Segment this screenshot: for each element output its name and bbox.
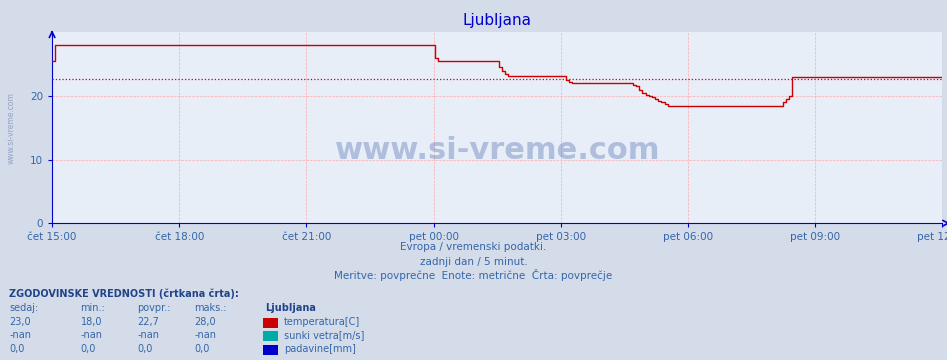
- Text: povpr.:: povpr.:: [137, 303, 170, 314]
- Text: -nan: -nan: [80, 330, 102, 341]
- Text: 0,0: 0,0: [194, 344, 209, 354]
- Text: Ljubljana: Ljubljana: [265, 303, 316, 314]
- Text: 0,0: 0,0: [80, 344, 96, 354]
- Text: ZGODOVINSKE VREDNOSTI (črtkana črta):: ZGODOVINSKE VREDNOSTI (črtkana črta):: [9, 288, 240, 299]
- Text: 28,0: 28,0: [194, 317, 216, 327]
- Text: zadnji dan / 5 minut.: zadnji dan / 5 minut.: [420, 257, 527, 267]
- Text: 22,7: 22,7: [137, 317, 159, 327]
- Text: min.:: min.:: [80, 303, 105, 314]
- Text: Evropa / vremenski podatki.: Evropa / vremenski podatki.: [401, 242, 546, 252]
- Text: 18,0: 18,0: [80, 317, 102, 327]
- Text: maks.:: maks.:: [194, 303, 226, 314]
- Text: -nan: -nan: [137, 330, 159, 341]
- Text: 0,0: 0,0: [9, 344, 25, 354]
- Text: 0,0: 0,0: [137, 344, 152, 354]
- Text: padavine[mm]: padavine[mm]: [284, 344, 356, 354]
- Text: sedaj:: sedaj:: [9, 303, 39, 314]
- Text: temperatura[C]: temperatura[C]: [284, 317, 361, 327]
- Text: 23,0: 23,0: [9, 317, 31, 327]
- Text: -nan: -nan: [194, 330, 216, 341]
- Text: Meritve: povprečne  Enote: metrične  Črta: povprečje: Meritve: povprečne Enote: metrične Črta:…: [334, 269, 613, 281]
- Title: Ljubljana: Ljubljana: [463, 13, 531, 28]
- Text: sunki vetra[m/s]: sunki vetra[m/s]: [284, 330, 365, 341]
- Text: www.si-vreme.com: www.si-vreme.com: [334, 136, 660, 165]
- Text: www.si-vreme.com: www.si-vreme.com: [7, 92, 16, 164]
- Text: -nan: -nan: [9, 330, 31, 341]
